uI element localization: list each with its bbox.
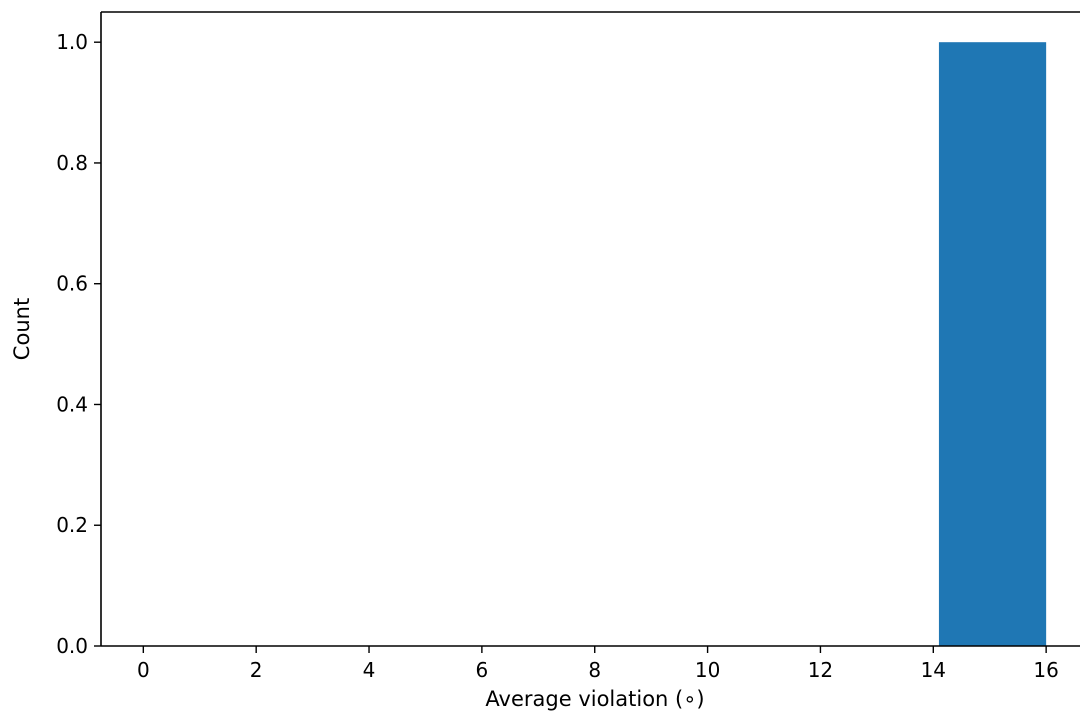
x-tick-label: 8 — [588, 658, 601, 682]
y-tick-label: 0.6 — [56, 272, 88, 296]
y-axis-ticks: 0.0 0.2 0.4 0.6 0.8 1.0 — [56, 30, 101, 658]
y-axis-label: Count — [10, 298, 34, 360]
x-tick-label: 4 — [363, 658, 376, 682]
bars-layer — [938, 42, 1047, 646]
y-tick-label: 1.0 — [56, 30, 88, 54]
x-tick-label: 6 — [476, 658, 489, 682]
plot-frame — [100, 11, 1080, 647]
y-tick-label: 0.0 — [56, 634, 88, 658]
x-tick-label: 12 — [808, 658, 833, 682]
x-tick-label: 14 — [921, 658, 946, 682]
x-tick-label: 0 — [137, 658, 150, 682]
x-axis-label: Average violation (∘) — [485, 687, 704, 711]
x-tick-label: 16 — [1033, 658, 1058, 682]
y-tick-label: 0.8 — [56, 151, 88, 175]
x-tick-label: 2 — [250, 658, 263, 682]
x-axis-ticks: 0 2 4 6 8 10 12 14 16 — [137, 646, 1059, 682]
x-tick-label: 10 — [695, 658, 720, 682]
y-tick-label: 0.2 — [56, 513, 88, 537]
histogram-bar-0 — [938, 42, 1047, 646]
y-tick-label: 0.4 — [56, 392, 88, 416]
